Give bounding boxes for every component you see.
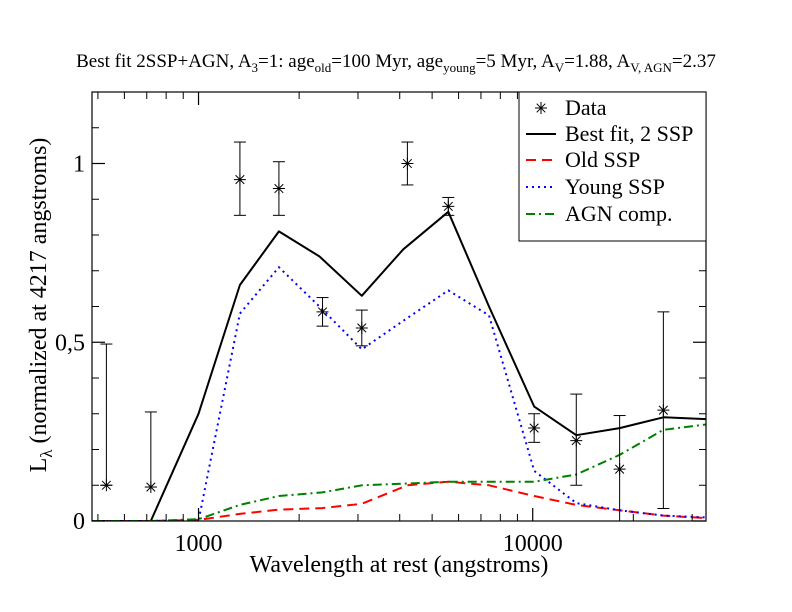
series-layer — [92, 210, 706, 521]
star-marker — [570, 434, 583, 447]
chart-title: Best fit 2SSP+AGN, A3=1: ageold=100 Myr,… — [76, 51, 716, 75]
star-marker — [657, 404, 670, 417]
series-line-3 — [92, 423, 706, 521]
y-tick-label: 1 — [73, 152, 85, 178]
legend-item-3: AGN comp. — [526, 201, 673, 226]
legend-label: Best fit, 2 SSP — [565, 121, 693, 146]
star-marker — [442, 200, 455, 213]
y-tick-label: 0 — [73, 509, 85, 535]
series-line-0 — [92, 210, 706, 521]
data-point-2 — [233, 141, 246, 216]
data-point-11 — [657, 311, 670, 509]
data-point-7 — [442, 196, 455, 216]
data-point-5 — [355, 309, 368, 347]
legend-item-1: Old SSP — [526, 147, 640, 172]
series-line-1 — [92, 480, 706, 521]
data-point-8 — [528, 413, 541, 443]
x-tick-label: 1000 — [175, 531, 223, 557]
legend-box — [518, 91, 707, 242]
star-marker — [528, 422, 541, 435]
data-point-4 — [316, 297, 329, 327]
star-marker — [401, 157, 414, 170]
legend-item-2: Young SSP — [526, 174, 665, 199]
star-marker — [144, 481, 157, 494]
star-marker — [233, 173, 246, 186]
legend-label: AGN comp. — [565, 201, 673, 226]
data-point-1 — [144, 411, 157, 494]
data-point-6 — [401, 141, 414, 186]
x-axis-label: Wavelength at rest (angstroms) — [250, 552, 549, 578]
axis-layer: 1000 10000 0 0,5 1 — [55, 92, 706, 557]
legend-star-marker — [535, 102, 547, 114]
y-axis-label: Lλ (normalized at 4217 angstroms) — [26, 138, 56, 473]
data-point-0 — [100, 343, 113, 492]
star-marker — [272, 182, 285, 195]
star-marker — [613, 463, 626, 476]
legend-label: Old SSP — [565, 147, 640, 172]
y-tick-label: 0,5 — [55, 330, 85, 356]
legend-item-0: Best fit, 2 SSP — [526, 121, 693, 146]
data-point-9 — [570, 393, 583, 486]
legend-item-data: Data — [535, 95, 607, 120]
data-point-3 — [272, 161, 285, 216]
data-layer — [100, 141, 670, 521]
legend-label: Young SSP — [565, 174, 665, 199]
star-marker — [355, 321, 368, 334]
data-point-10 — [613, 415, 626, 521]
x-tick-label: 10000 — [503, 531, 563, 557]
star-marker — [100, 479, 113, 492]
star-marker — [316, 305, 329, 318]
legend-label: Data — [565, 95, 607, 120]
